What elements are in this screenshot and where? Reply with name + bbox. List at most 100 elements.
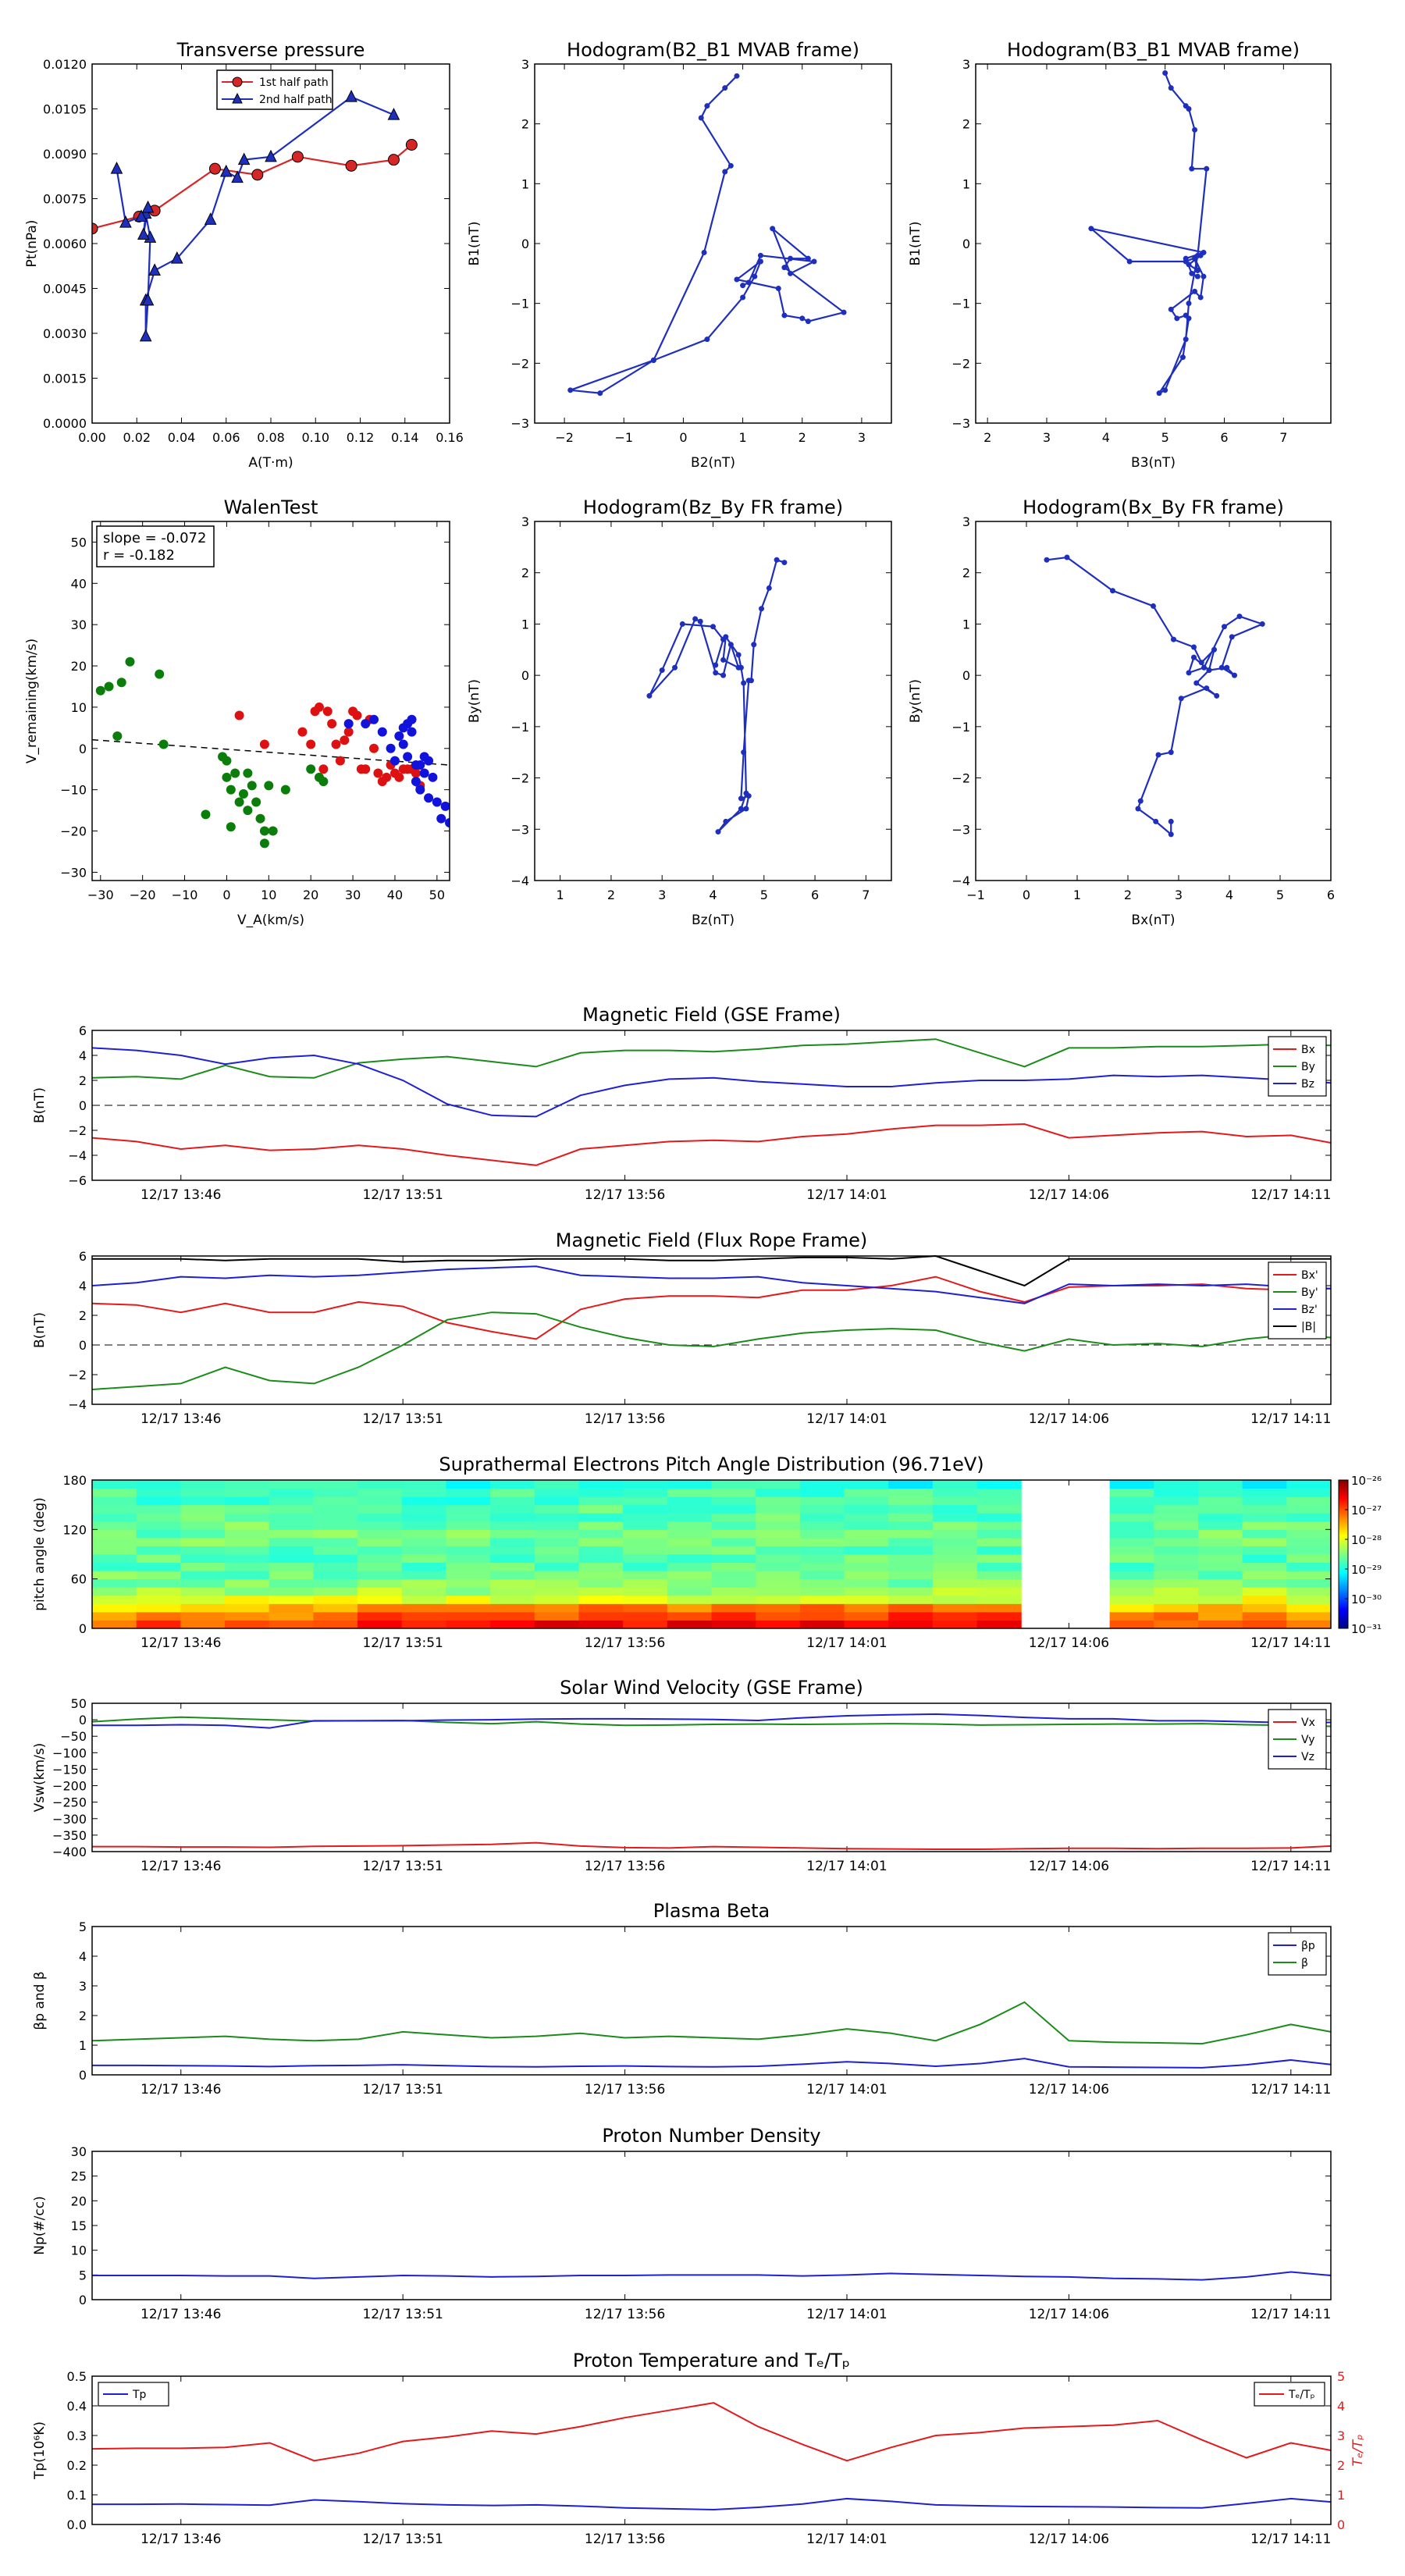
- heatmap-cell: [92, 1611, 137, 1621]
- heatmap-cell: [623, 1595, 668, 1604]
- legend-label: βp: [1301, 1940, 1315, 1952]
- data-point: [141, 200, 155, 213]
- heatmap-cell: [92, 1537, 137, 1546]
- heatmap-cell: [711, 1595, 756, 1604]
- y-axis-label: Vsw(km/s): [32, 1743, 48, 1813]
- heatmap-cell: [357, 1488, 403, 1497]
- heatmap-cell: [136, 1504, 181, 1514]
- heatmap-cell: [269, 1537, 314, 1546]
- heatmap-cell: [313, 1504, 358, 1514]
- heatmap-cell: [799, 1488, 845, 1497]
- y-tick-label: 0.0045: [43, 282, 87, 297]
- y-tick-label: 25: [71, 2169, 87, 2184]
- y-tick-label: −4: [951, 873, 970, 888]
- heatmap-cell: [1242, 1578, 1287, 1588]
- heatmap-cell: [357, 1496, 403, 1506]
- data-point: [741, 749, 747, 756]
- heatmap-cell: [578, 1496, 624, 1506]
- x-tick-label: 0.02: [123, 430, 151, 445]
- x-tick-label: 12/17 14:06: [1029, 2532, 1109, 2547]
- colorbar-tick-label: 10⁻²⁹: [1351, 1563, 1382, 1577]
- heatmap-cell: [711, 1480, 756, 1489]
- heatmap-cell: [932, 1513, 978, 1522]
- heatmap-cell: [623, 1587, 668, 1596]
- heatmap-cell: [756, 1603, 801, 1613]
- x-tick-label: 2: [1124, 888, 1132, 902]
- heatmap-cell: [225, 1587, 270, 1596]
- data-point: [1162, 387, 1168, 393]
- data-point: [659, 667, 665, 674]
- heatmap-cell: [401, 1529, 446, 1539]
- heatmap-cell: [1154, 1595, 1199, 1604]
- x-tick-label: 12/17 14:01: [806, 2082, 887, 2097]
- heatmap-cell: [357, 1587, 403, 1596]
- series-line: [91, 2402, 1332, 2462]
- heatmap-cell: [357, 1521, 403, 1530]
- x-tick-label: 0.08: [257, 430, 285, 445]
- series-line: [92, 1254, 1331, 1287]
- heatmap-cell: [799, 1578, 845, 1588]
- heatmap-cell: [357, 1546, 403, 1555]
- y-axis-label: Np(#/cc): [32, 2196, 48, 2254]
- heatmap-cell: [844, 1554, 889, 1564]
- x-tick-label: 12/17 14:11: [1250, 2082, 1331, 2097]
- heatmap-cell: [92, 1595, 137, 1604]
- data-point: [389, 756, 400, 766]
- heatmap-cell: [313, 1620, 358, 1629]
- heatmap-cell: [1242, 1546, 1287, 1555]
- x-tick-label: 12/17 14:11: [1250, 2532, 1331, 2547]
- heatmap-cell: [711, 1529, 756, 1539]
- data-point: [788, 270, 794, 276]
- heatmap-cell: [667, 1480, 712, 1489]
- data-point: [701, 250, 707, 255]
- x-tick-label: 6: [811, 888, 819, 902]
- data-point: [343, 719, 354, 729]
- data-point: [759, 606, 765, 612]
- heatmap-cell: [844, 1611, 889, 1621]
- x-tick-label: 12/17 14:06: [1029, 1411, 1109, 1427]
- heatmap-cell: [180, 1496, 226, 1506]
- heatmap-cell: [1242, 1595, 1287, 1604]
- heatmap-cell: [136, 1554, 181, 1564]
- heatmap-cell: [446, 1571, 491, 1580]
- legend-label: Tp: [132, 2389, 147, 2401]
- heatmap-cell: [269, 1529, 314, 1539]
- plot-area: [92, 90, 418, 342]
- x-tick-label: 7: [862, 888, 870, 902]
- heatmap-cell: [667, 1496, 712, 1506]
- heatmap-cell: [313, 1578, 358, 1588]
- data-point: [738, 795, 744, 802]
- heatmap-cell: [888, 1529, 934, 1539]
- chart-pitch_angle: Suprathermal Electrons Pitch Angle Distr…: [32, 1453, 1382, 1651]
- heatmap-cell: [92, 1562, 137, 1571]
- heatmap-cell: [799, 1496, 845, 1506]
- heatmap-cell: [1154, 1537, 1199, 1546]
- annotation-frame: [96, 525, 215, 568]
- data-point: [415, 760, 425, 770]
- data-point: [1168, 831, 1174, 838]
- data-point: [141, 293, 155, 306]
- y-tick-label: −30: [60, 865, 87, 880]
- heatmap-cell: [667, 1488, 712, 1497]
- data-point: [306, 739, 316, 749]
- plot-area: [646, 557, 788, 835]
- x-tick-label: 12/17 13:56: [585, 1187, 665, 1203]
- heatmap-cell: [180, 1603, 226, 1613]
- heatmap-cell: [799, 1571, 845, 1580]
- heatmap-cell: [667, 1620, 712, 1629]
- data-point: [743, 790, 749, 796]
- y-tick-label: 20: [71, 2194, 87, 2208]
- heatmap-cell: [446, 1496, 491, 1506]
- heatmap-cell: [357, 1504, 403, 1514]
- heatmap-cell: [711, 1611, 756, 1621]
- data-point: [741, 680, 747, 686]
- data-point: [774, 557, 780, 563]
- x-tick-label: −2: [555, 430, 574, 445]
- heatmap-cell: [1242, 1562, 1287, 1571]
- data-point: [1204, 685, 1210, 692]
- legend: Tₑ/Tₚ: [1254, 2382, 1325, 2407]
- x-tick-label: 12/17 14:11: [1250, 1187, 1331, 1203]
- y-tick-label: −2: [510, 771, 529, 786]
- legend-label: 2nd half path: [259, 94, 333, 106]
